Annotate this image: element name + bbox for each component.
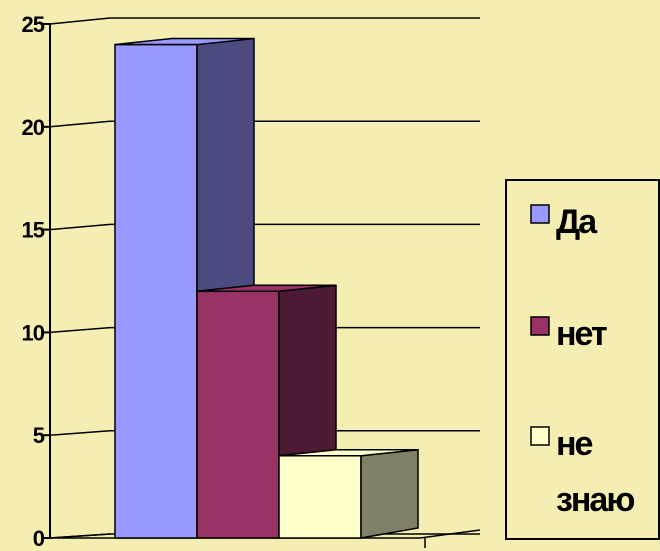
gridline-side [49,17,111,25]
bar-top [278,449,419,457]
legend-label: знаю [556,481,634,519]
bar-2 [278,448,419,539]
bars [114,37,419,539]
bar-front [114,43,198,539]
y-tick-labels: 0 5 10 15 20 25 [22,12,46,551]
bar-side [360,448,419,539]
gridline-side [49,120,111,128]
legend-swatch [530,316,550,336]
gridline-side [49,430,111,436]
y-tick-label: 25 [22,12,45,37]
bar-front [196,290,280,539]
legend-swatch [530,426,550,446]
legend: Да нет не знаю [505,179,660,540]
bar-top [114,37,255,46]
y-tick-label: 5 [33,423,45,448]
bar-front [278,455,362,539]
legend-label: не [556,425,593,463]
legend-label: нет [556,315,607,353]
legend-box [505,179,660,540]
gridline-side [49,223,111,231]
floor-edge-line [419,529,481,539]
y-tick-label: 15 [22,218,45,243]
y-tick-label: 20 [22,115,45,140]
floor-back-line [49,533,111,539]
y-tick-label: 0 [33,526,45,551]
gridline-side [49,326,111,334]
legend-swatch [530,204,550,224]
legend-label: Да [556,203,598,241]
y-tick-label: 10 [22,320,45,345]
bar-top [196,284,337,293]
